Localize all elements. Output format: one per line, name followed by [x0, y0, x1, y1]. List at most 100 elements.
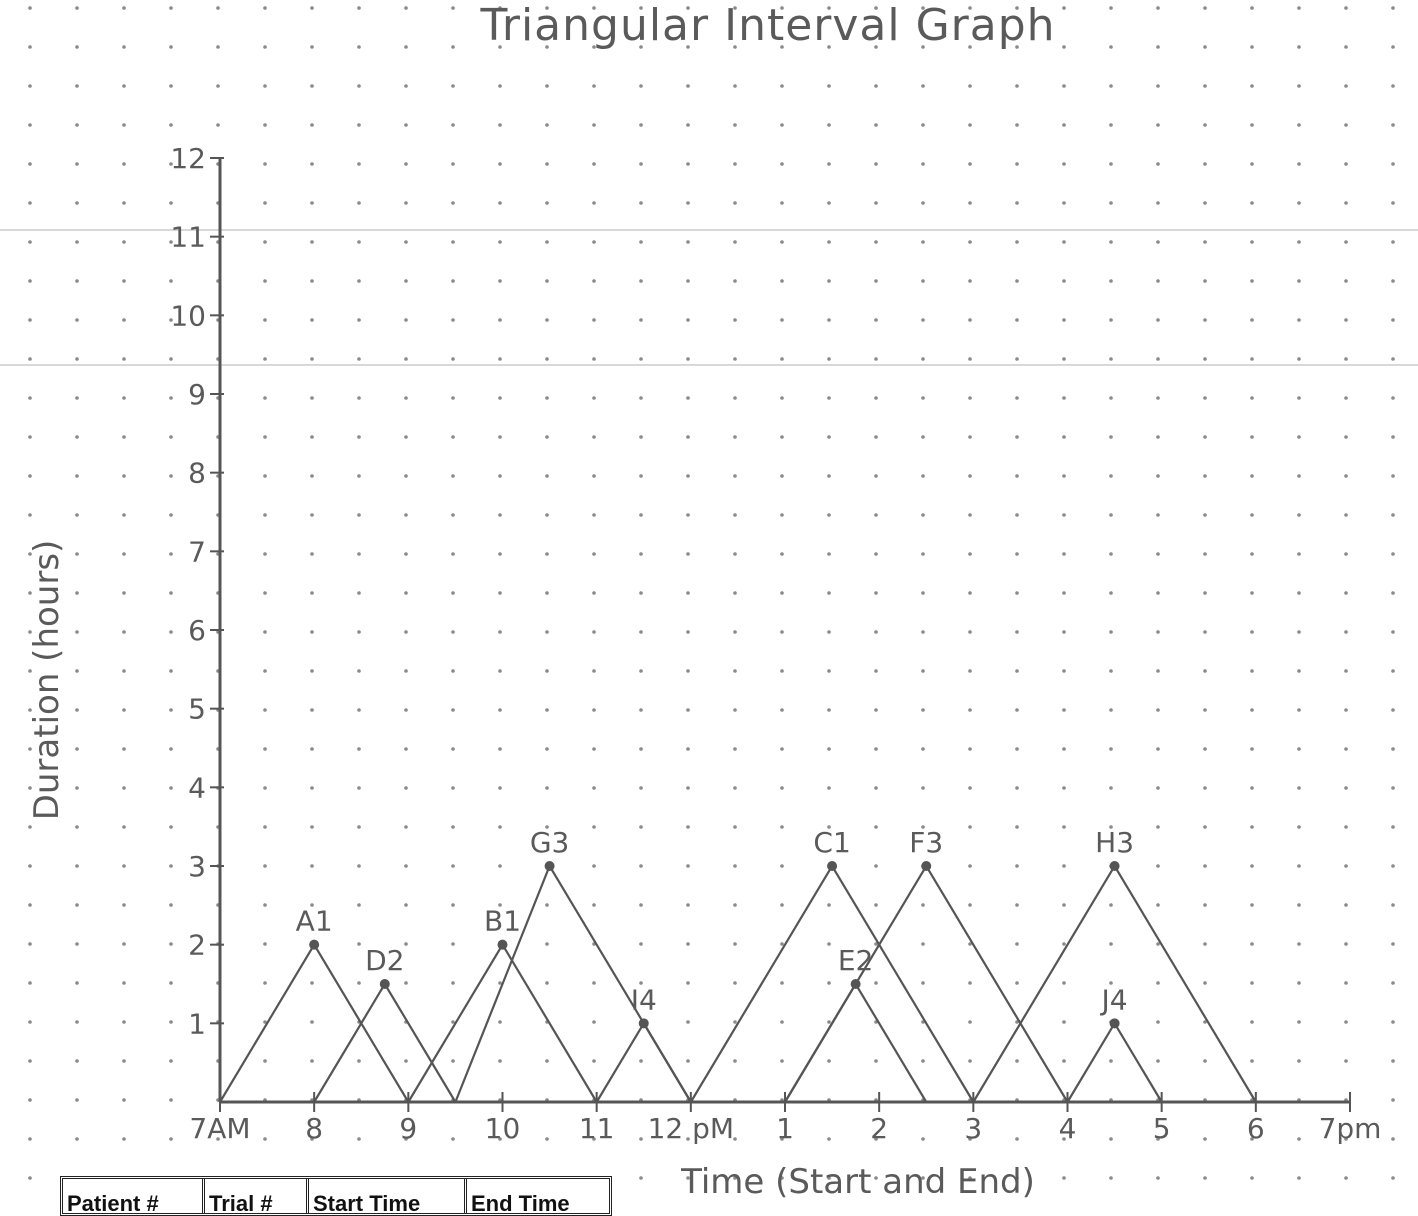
- grid-dot: [827, 513, 831, 517]
- grid-dot: [874, 981, 878, 985]
- grid-dot: [122, 6, 126, 10]
- grid-dot: [357, 630, 361, 634]
- grid-dot: [75, 474, 79, 478]
- grid-dot: [122, 123, 126, 127]
- triangle-label-g3: G3: [530, 826, 570, 859]
- grid-dot: [357, 552, 361, 556]
- grid-dot: [1156, 1137, 1160, 1141]
- grid-dot: [733, 240, 737, 244]
- grid-dot: [1250, 864, 1254, 868]
- grid-dot: [639, 279, 643, 283]
- grid-dot: [1250, 630, 1254, 634]
- grid-dot: [827, 786, 831, 790]
- grid-dot: [498, 552, 502, 556]
- grid-dot: [1250, 1059, 1254, 1063]
- grid-dot: [592, 1020, 596, 1024]
- grid-dot: [592, 279, 596, 283]
- grid-dot: [686, 747, 690, 751]
- grid-dot: [1297, 240, 1301, 244]
- grid-dot: [310, 708, 314, 712]
- grid-dot: [28, 864, 32, 868]
- grid-dot: [1109, 240, 1113, 244]
- grid-dot: [1062, 357, 1066, 361]
- grid-dot: [1250, 201, 1254, 205]
- apex-point-i4: [638, 1018, 649, 1029]
- grid-dot: [1109, 903, 1113, 907]
- grid-dot: [169, 45, 173, 49]
- grid-dot: [1156, 396, 1160, 400]
- grid-dot: [169, 630, 173, 634]
- grid-dot: [404, 591, 408, 595]
- grid-dot: [968, 552, 972, 556]
- grid-dot: [451, 279, 455, 283]
- grid-dot: [874, 903, 878, 907]
- grid-dot: [1391, 357, 1395, 361]
- triangle-label-a1: A1: [296, 905, 333, 938]
- grid-dot: [357, 669, 361, 673]
- grid-dot: [1015, 864, 1019, 868]
- grid-dot: [263, 474, 267, 478]
- grid-dot: [780, 786, 784, 790]
- grid-dot: [1203, 552, 1207, 556]
- grid-dot: [169, 1098, 173, 1102]
- grid-dot: [263, 864, 267, 868]
- grid-dot: [639, 708, 643, 712]
- grid-dot: [1297, 1020, 1301, 1024]
- grid-dot: [1156, 435, 1160, 439]
- grid-dot: [1344, 318, 1348, 322]
- grid-dot: [686, 1020, 690, 1024]
- grid-dot: [1344, 669, 1348, 673]
- grid-dot: [263, 630, 267, 634]
- grid-dot: [1391, 1020, 1395, 1024]
- grid-dot: [28, 903, 32, 907]
- grid-dot: [545, 162, 549, 166]
- grid-dot: [1203, 1137, 1207, 1141]
- grid-dot: [357, 84, 361, 88]
- grid-dot: [1062, 747, 1066, 751]
- grid-dot: [639, 45, 643, 49]
- grid-dot: [310, 435, 314, 439]
- grid-dot: [1344, 435, 1348, 439]
- grid-dot: [263, 1137, 267, 1141]
- grid-dot: [1297, 981, 1301, 985]
- grid-dot: [1062, 45, 1066, 49]
- col-header-end-time: End Time: [471, 1191, 570, 1213]
- grid-dot: [1391, 123, 1395, 127]
- grid-dot: [686, 318, 690, 322]
- grid-dot: [263, 552, 267, 556]
- grid-dot: [122, 1020, 126, 1024]
- grid-dot: [1156, 123, 1160, 127]
- grid-dot: [1250, 552, 1254, 556]
- grid-dot: [75, 396, 79, 400]
- grid-dot: [639, 591, 643, 595]
- grid-dot: [1203, 591, 1207, 595]
- grid-dot: [1109, 786, 1113, 790]
- grid-dot: [733, 279, 737, 283]
- grid-dot: [545, 747, 549, 751]
- grid-dot: [1344, 630, 1348, 634]
- y-tick-label: 1: [188, 1007, 206, 1040]
- grid-dot: [1109, 1059, 1113, 1063]
- grid-dot: [357, 6, 361, 10]
- grid-dot: [921, 435, 925, 439]
- grid-dot: [169, 513, 173, 517]
- grid-dot: [404, 84, 408, 88]
- grid-dot: [122, 84, 126, 88]
- grid-dot: [75, 747, 79, 751]
- grid-dot: [1297, 318, 1301, 322]
- grid-dot: [827, 591, 831, 595]
- grid-dot: [686, 279, 690, 283]
- grid-dot: [733, 123, 737, 127]
- grid-dot: [874, 318, 878, 322]
- grid-dot: [169, 240, 173, 244]
- grid-dot: [28, 84, 32, 88]
- grid-dot: [1203, 279, 1207, 283]
- grid-dot: [780, 942, 784, 946]
- grid-dot: [28, 669, 32, 673]
- grid-dot: [827, 825, 831, 829]
- y-tick-label: 3: [188, 850, 206, 883]
- grid-dot: [1391, 591, 1395, 595]
- grid-dot: [780, 981, 784, 985]
- grid-dot: [357, 942, 361, 946]
- grid-dot: [780, 513, 784, 517]
